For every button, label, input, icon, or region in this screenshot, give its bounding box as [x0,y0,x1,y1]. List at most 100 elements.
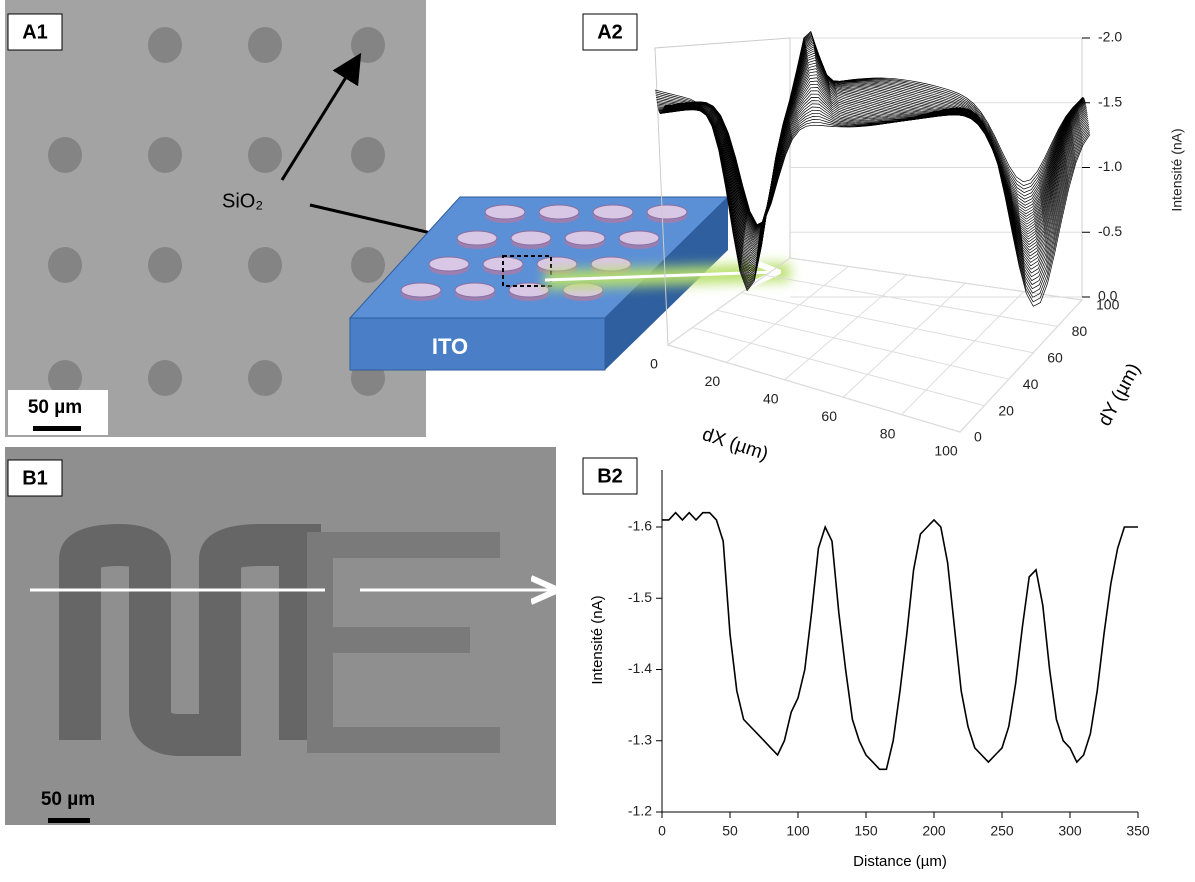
y-label: dY (µm) [1094,360,1144,430]
dot [248,360,282,396]
surface-line [660,74,1087,248]
dot [351,247,385,283]
dot [148,137,182,173]
grid-line [741,292,1034,354]
disc [508,282,550,298]
surface-line [657,39,1083,275]
disc [456,230,498,246]
dot [351,137,385,173]
y-tick-label: 20 [998,402,1014,418]
surface-line [658,52,1085,257]
grid-line [765,274,1058,327]
x-tick-label: 200 [922,823,946,839]
x-tick-label: 350 [1126,823,1150,839]
block-front [349,317,606,371]
surface-line [656,35,1082,282]
panel-a2: A2 Intensité (nA) dX (µm) dY (µm) -2.0 -1… [582,13,1185,465]
y-tick-label: -1.5 [628,589,652,605]
z-tick-label: -1.5 [1098,93,1122,109]
y-tick-label: -1.3 [628,731,652,747]
x-tick-label: 150 [854,823,878,839]
y-tick-label: 60 [1047,350,1063,366]
surface-line [656,37,1082,279]
dot [351,27,385,63]
x-tick-label: 100 [934,443,958,459]
pattern [59,523,321,756]
surface-line [661,80,1087,254]
label-box [7,459,63,497]
grid-line [667,344,961,433]
dot [248,137,282,173]
surface-line [660,68,1086,243]
y-tick-label: -1.2 [628,803,652,819]
scale-label: 50 µm [28,397,82,418]
scale-bar [33,426,81,431]
x-tick-label: 80 [880,425,896,441]
surface-line [664,102,1091,307]
grid-line [959,299,1083,433]
z-tick-label: -0.5 [1098,223,1122,239]
x-tick-label: 40 [763,391,779,407]
disc [400,282,442,298]
disc [538,204,580,220]
surface-line [659,59,1085,250]
disc [564,230,606,246]
disc [536,256,578,272]
grid-line [842,282,966,398]
grid-line [692,327,985,407]
grid-line [901,291,1024,415]
y-tick-label: -1.6 [628,518,652,534]
x-tick-label: 0 [650,356,658,372]
panel-label: B2 [597,465,623,487]
wall [654,37,791,346]
x-tick-label: 100 [786,823,810,839]
surface-line [662,97,1088,270]
z-label: Intensité (nA) [1169,128,1185,211]
panel-b2: B2 Intensité (nA) Distance (µm) -1.2 -1.3… [582,457,1150,870]
y-tick-label: 0 [974,429,982,445]
annotation: SiO₂ [222,190,263,212]
disc [484,204,526,220]
disc [510,230,552,246]
panel-label: A1 [22,21,48,43]
label-box [7,13,63,51]
y-tick-label: -1.4 [628,660,652,676]
disc [428,256,470,272]
disc [646,204,688,220]
x-tick-label: 300 [1058,823,1082,839]
panel-label: A2 [597,21,623,43]
z-tick-label: 0.0 [1098,288,1118,304]
x-label: dX (µm) [700,424,771,465]
label-box [582,457,638,495]
surface-line [658,46,1084,264]
floor [666,257,1084,433]
x-tick-label: 250 [990,823,1014,839]
surface-line [657,44,1084,267]
surface-line [655,33,1082,286]
dot [148,247,182,283]
surface-line [659,54,1085,255]
y-tick-label: 40 [1023,376,1039,392]
surface-line [658,48,1084,262]
surface-line [658,50,1084,259]
surface-line [657,41,1083,272]
dot [248,27,282,63]
panel-b1: B1 50 µm [5,447,556,825]
arrow [544,272,775,280]
y-tick-label: 80 [1072,323,1088,339]
surface-line [656,38,1083,277]
z-tick-label: -2.0 [1098,29,1122,45]
scale-bar [48,818,90,823]
dot [48,137,82,173]
y-tick-label: 100 [1096,297,1120,313]
grid-line [716,309,1009,380]
dot [148,360,182,396]
dots [48,27,385,396]
disc [592,204,634,220]
x-tick-label: 50 [722,823,738,839]
x-tick-label: 20 [705,373,721,389]
substrate-label: ITO [432,334,468,359]
dot [48,360,82,396]
grid-line [726,266,849,363]
